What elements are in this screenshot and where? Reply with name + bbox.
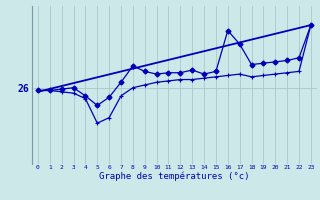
X-axis label: Graphe des températures (°c): Graphe des températures (°c) xyxy=(99,172,250,181)
